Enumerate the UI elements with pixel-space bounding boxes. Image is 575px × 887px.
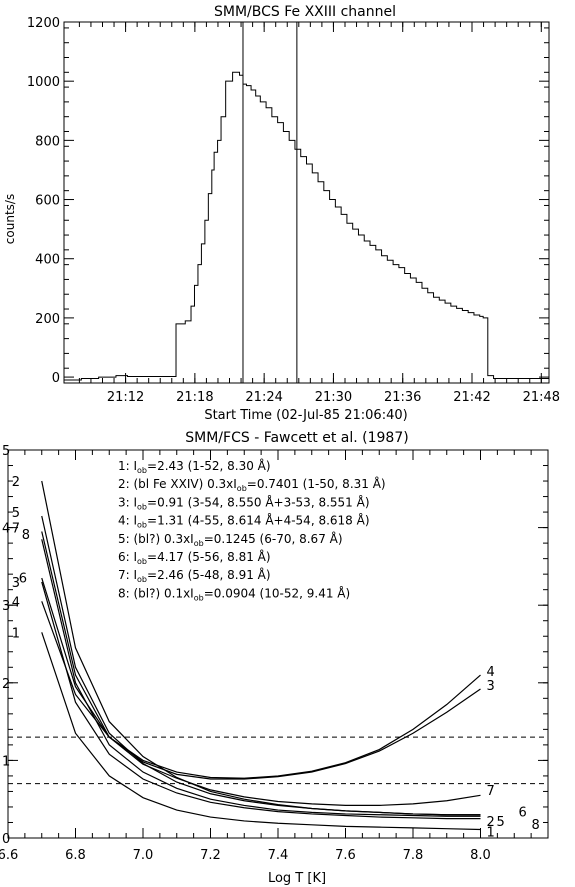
y-tick-label: 3 [2, 599, 10, 614]
top-chart-frame [63, 21, 550, 384]
contribution-curve-8 [41, 539, 481, 817]
x-tick-label: 8.0 [470, 848, 491, 863]
legend-subscript: ob [137, 466, 147, 475]
legend-text: 6: I [118, 550, 137, 564]
curve-label-left: 8 [22, 528, 30, 543]
curve-label-right: 8 [532, 818, 540, 833]
legend-subscript: ob [194, 593, 204, 602]
y-tick-label: 400 [35, 253, 60, 268]
legend-subscript: ob [137, 521, 147, 530]
legend-text: =0.7401 (1-50, 8.31 Å) [247, 476, 386, 491]
x-tick-label: 21:24 [245, 390, 282, 405]
legend-entry: 2: (bl Fe XXIV) 0.3xIob=0.7401 (1-50, 8.… [118, 476, 386, 493]
bottom-chart-xlabel: Log T [K] [268, 871, 326, 886]
legend-text: =2.46 (5-48, 8.91 Å) [147, 567, 271, 582]
x-tick-label: 6.6 [0, 848, 18, 863]
legend-entry: 8: (bl?) 0.1xIob=0.0904 (10-52, 9.41 Å) [118, 585, 350, 602]
legend-text: 2: (bl Fe XXIV) 0.3xI [118, 477, 237, 491]
legend-text: =0.1245 (6-70, 8.67 Å) [204, 531, 343, 546]
legend-subscript: ob [237, 484, 247, 493]
y-tick-label: 1000 [27, 75, 60, 90]
x-tick-label: 7.6 [335, 848, 356, 863]
y-tick-label: 200 [35, 312, 60, 327]
legend-subscript: ob [137, 575, 147, 584]
curve-label-left: 4 [12, 595, 20, 610]
curve-label-right: 4 [487, 665, 495, 680]
legend-entry: 4: Iob=1.31 (4-55, 8.614 Å+4-54, 8.618 Å… [118, 513, 370, 530]
top-chart-ylabel: counts/s [3, 194, 17, 244]
top-chart-xlabel: Start Time (02-Jul-85 21:06:40) [204, 408, 407, 423]
legend-text: =2.43 (1-52, 8.30 Å) [147, 458, 271, 473]
legend-subscript: ob [137, 502, 147, 511]
legend-entry: 6: Iob=4.17 (5-56, 8.81 Å) [118, 549, 271, 566]
contribution-curve-3 [41, 577, 481, 780]
curve-label-right: 1 [487, 826, 495, 841]
bottom-chart-legend: 1: Iob=2.43 (1-52, 8.30 Å)2: (bl Fe XXIV… [118, 458, 386, 602]
contribution-curve-5 [41, 515, 481, 816]
legend-text: =1.31 (4-55, 8.614 Å+4-54, 8.618 Å) [147, 513, 370, 528]
x-tick-label: 7.4 [268, 848, 289, 863]
curve-label-left: 3 [12, 576, 20, 591]
x-tick-label: 7.2 [200, 848, 221, 863]
lightcurve-series [64, 71, 549, 381]
legend-text: 7: I [118, 568, 137, 582]
curve-label-right: 2 [487, 815, 495, 830]
top-chart-title: SMM/BCS Fe XXIII channel [214, 4, 396, 20]
y-tick-label: 5 [2, 444, 10, 459]
legend-text: =0.0904 (10-52, 9.41 Å) [204, 585, 350, 600]
y-tick-label: 0 [2, 832, 10, 847]
curve-label-right: 5 [497, 815, 505, 830]
legend-text: =4.17 (5-56, 8.81 Å) [147, 549, 271, 564]
contribution-curve-6 [41, 581, 481, 820]
contribution-curve-1 [41, 632, 481, 831]
x-tick-label: 21:36 [384, 390, 421, 405]
legend-text: 3: I [118, 495, 137, 509]
x-tick-label: 6.8 [65, 848, 86, 863]
legend-text: 1: I [118, 459, 137, 473]
x-tick-label: 7.0 [133, 848, 154, 863]
curve-label-left: 5 [12, 506, 20, 521]
x-tick-label: 21:42 [453, 390, 490, 405]
top-chart-marks [64, 22, 549, 383]
legend-text: 4: I [118, 514, 137, 528]
bottom-chart-title: SMM/FCS - Fawcett et al. (1987) [185, 430, 408, 446]
legend-text: 8: (bl?) 0.1xI [118, 586, 194, 600]
legend-entry: 7: Iob=2.46 (5-48, 8.91 Å) [118, 567, 271, 584]
x-tick-label: 21:18 [176, 390, 213, 405]
curve-label-right: 3 [487, 679, 495, 694]
legend-subscript: ob [137, 557, 147, 566]
y-tick-label: 4 [2, 522, 10, 537]
y-tick-label: 2 [2, 677, 10, 692]
legend-entry: 5: (bl?) 0.3xIob=0.1245 (6-70, 8.67 Å) [118, 531, 343, 548]
legend-text: =0.91 (3-54, 8.550 Å+3-53, 8.551 Å) [147, 494, 370, 509]
bottom-chart: SMM/FCS - Fawcett et al. (1987) Log T [K… [0, 430, 549, 886]
curve-label-right: 6 [519, 806, 527, 821]
top-chart: SMM/BCS Fe XXIII channel counts/s Start … [3, 4, 560, 423]
curve-label-left: 2 [12, 475, 20, 490]
curve-label-left: 6 [19, 571, 27, 586]
top-chart-ticks: 0 200 400 600 800 1000 1200 21:12 21:18 21:24 21:3… [27, 16, 560, 405]
x-tick-label: 21:12 [107, 390, 144, 405]
y-tick-label: 0 [52, 371, 60, 386]
y-tick-label: 600 [35, 194, 60, 209]
x-tick-label: 21:48 [523, 390, 560, 405]
curve-label-left: 7 [12, 522, 20, 537]
legend-entry: 3: Iob=0.91 (3-54, 8.550 Å+3-53, 8.551 Å… [118, 494, 370, 511]
contribution-curve-7 [41, 531, 481, 807]
curve-label-right: 7 [487, 784, 495, 799]
y-tick-label: 1 [2, 754, 10, 769]
x-tick-label: 21:30 [315, 390, 352, 405]
legend-subscript: ob [194, 539, 204, 548]
curve-label-left: 1 [12, 626, 20, 641]
legend-text: 5: (bl?) 0.3xI [118, 532, 194, 546]
legend-entry: 1: Iob=2.43 (1-52, 8.30 Å) [118, 458, 271, 475]
y-tick-label: 1200 [27, 16, 60, 31]
x-tick-label: 7.8 [403, 848, 424, 863]
y-tick-label: 800 [35, 134, 60, 149]
